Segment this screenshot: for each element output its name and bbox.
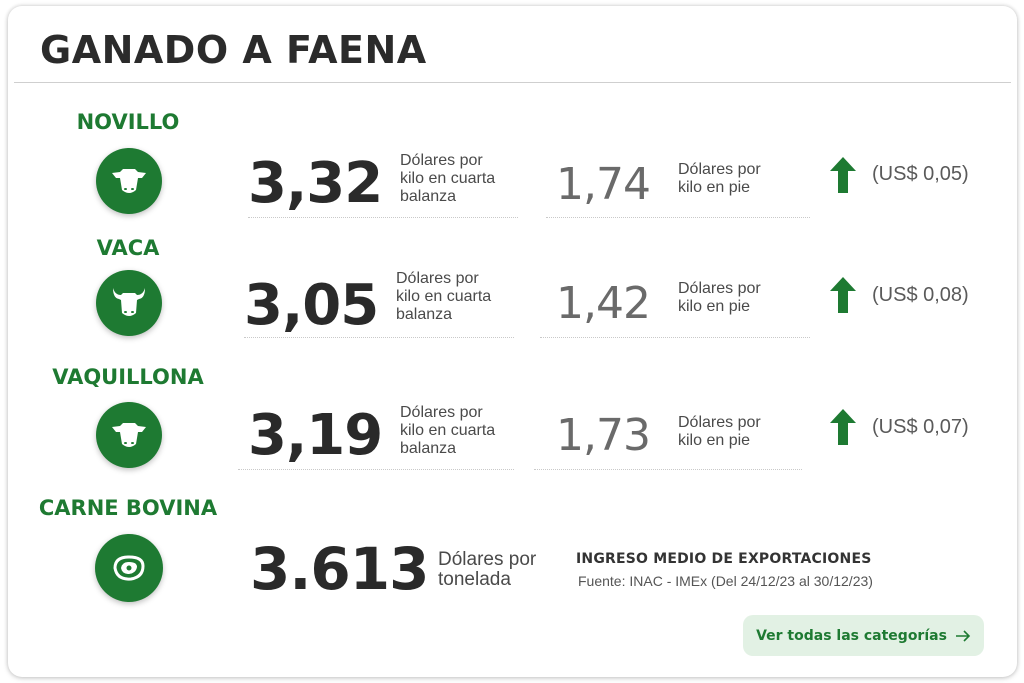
cow-horns-icon: [96, 270, 162, 336]
meat-cut-icon: [95, 534, 163, 602]
view-all-categories-button[interactable]: Ver todas las categorías: [743, 615, 984, 656]
category-name-carne-bovina: CARNE BOVINA: [38, 496, 218, 520]
carcass-price-vaquillona: 3,19: [248, 403, 383, 468]
cta-label: Ver todas las categorías: [756, 627, 947, 644]
divider-dots: [540, 337, 810, 338]
livestock-card: GANADO A FAENA NOVILLO 3,32 Dólares por …: [8, 6, 1017, 677]
live-unit-novillo: Dólares por kilo en pie: [678, 161, 761, 196]
divider-dots: [238, 469, 514, 470]
change-vaca: (US$ 0,08): [872, 284, 969, 306]
export-unit: Dólares por tonelada: [438, 549, 537, 590]
heifer-head-icon: [96, 402, 162, 468]
carcass-unit-vaquillona: Dólares por kilo en cuarta balanza: [400, 404, 496, 457]
export-price: 3.613: [250, 535, 429, 603]
category-name-novillo: NOVILLO: [76, 110, 180, 134]
carcass-unit-vaca: Dólares por kilo en cuarta balanza: [396, 270, 492, 323]
divider-dots: [534, 469, 802, 470]
change-novillo: (US$ 0,05): [872, 163, 969, 185]
carcass-price-novillo: 3,32: [248, 151, 383, 216]
live-price-novillo: 1,74: [556, 159, 651, 210]
divider-dots: [248, 217, 518, 218]
live-price-vaca: 1,42: [556, 278, 651, 329]
arrow-up-icon: [830, 277, 856, 313]
export-label: INGRESO MEDIO DE EXPORTACIONES: [576, 551, 872, 567]
title-divider: [14, 82, 1011, 83]
category-name-vaca: VACA: [96, 236, 160, 260]
divider-dots: [244, 337, 514, 338]
arrow-up-icon: [830, 409, 856, 445]
arrow-right-icon: [955, 629, 971, 642]
arrow-up-icon: [830, 157, 856, 193]
live-price-vaquillona: 1,73: [556, 410, 651, 461]
category-name-vaquillona: VAQUILLONA: [52, 365, 204, 389]
carcass-unit-novillo: Dólares por kilo en cuarta balanza: [400, 152, 496, 205]
live-unit-vaca: Dólares por kilo en pie: [678, 280, 761, 315]
page-title: GANADO A FAENA: [40, 28, 427, 72]
divider-dots: [546, 217, 810, 218]
live-unit-vaquillona: Dólares por kilo en pie: [678, 414, 761, 449]
cow-head-icon: [96, 148, 162, 214]
export-source: Fuente: INAC - IMEx (Del 24/12/23 al 30/…: [578, 573, 873, 589]
carcass-price-vaca: 3,05: [244, 273, 379, 338]
change-vaquillona: (US$ 0,07): [872, 416, 969, 438]
